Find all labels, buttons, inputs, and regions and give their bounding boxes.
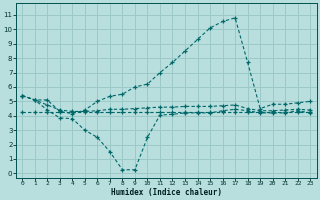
X-axis label: Humidex (Indice chaleur): Humidex (Indice chaleur) bbox=[111, 188, 222, 197]
